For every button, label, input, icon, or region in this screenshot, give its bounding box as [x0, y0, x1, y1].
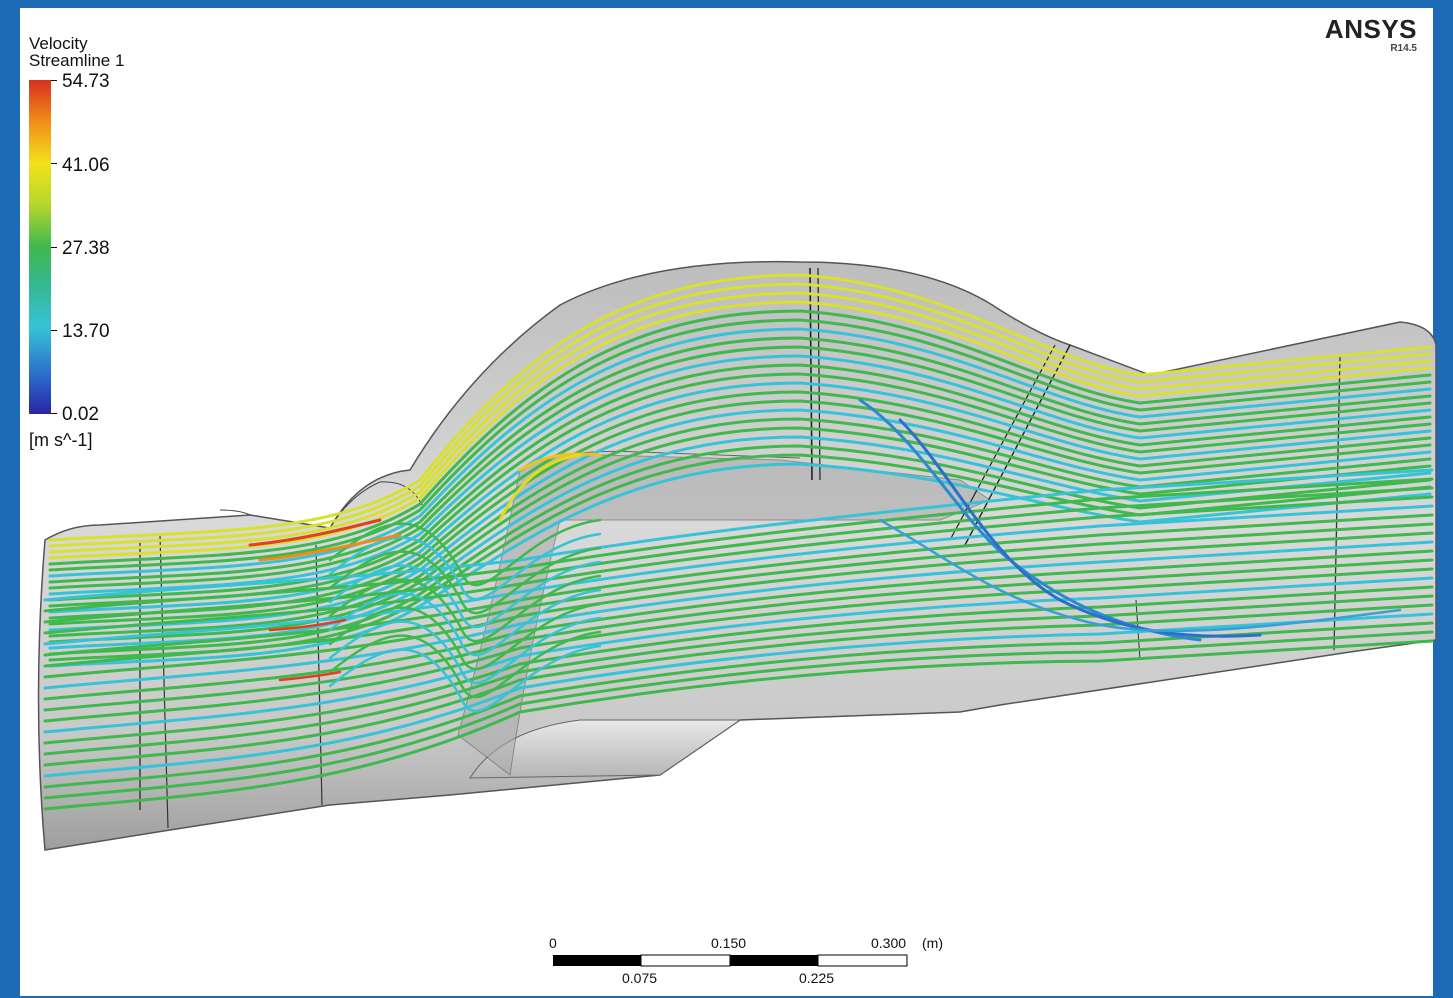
colorbar-tick	[51, 330, 57, 331]
colorbar-tick	[51, 163, 57, 164]
scale-label-0075: 0.075	[622, 970, 657, 986]
scale-label-0300: 0.300	[871, 935, 906, 951]
colorbar-tick	[51, 247, 57, 248]
legend-title-object: Streamline 1	[29, 52, 124, 69]
legend-tick-min: 0.02	[62, 404, 99, 426]
brand-name: ANSYS	[1325, 14, 1417, 45]
legend-tick-3: 27.38	[62, 238, 110, 260]
legend-tick-2: 41.06	[62, 155, 110, 177]
scale-unit: (m)	[922, 935, 943, 951]
scale-label-0225: 0.225	[799, 970, 834, 986]
colorbar-tick	[51, 80, 57, 81]
legend-tick-4: 13.70	[62, 321, 110, 343]
colorbar-tick	[51, 413, 57, 414]
velocity-color-bar	[29, 80, 51, 414]
scale-label-0: 0	[549, 935, 557, 951]
ansys-logo: ANSYS R14.5	[1325, 14, 1417, 54]
scale-bar	[553, 955, 907, 966]
scale-label-0150: 0.150	[711, 935, 746, 951]
legend-unit: [m s^-1]	[29, 430, 92, 451]
legend-title-variable: Velocity	[29, 35, 88, 52]
legend-tick-max: 54.73	[62, 71, 110, 93]
